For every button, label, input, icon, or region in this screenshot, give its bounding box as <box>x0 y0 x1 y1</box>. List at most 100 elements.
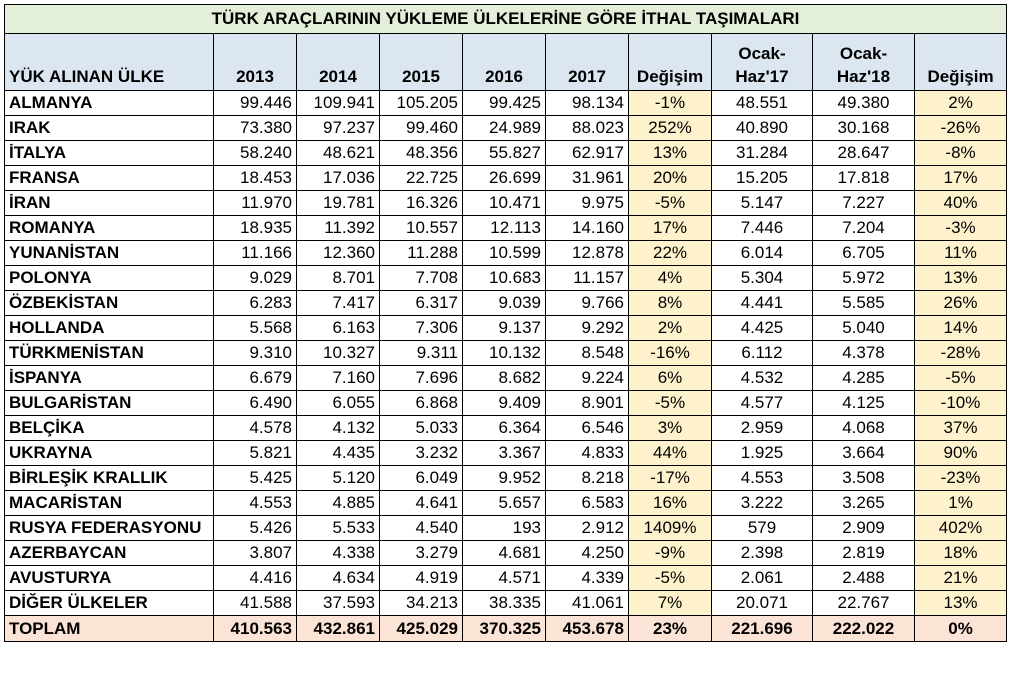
value-2016-cell: 5.657 <box>462 490 546 516</box>
value-2013-cell: 4.553 <box>213 490 297 516</box>
value-2015-cell: 4.540 <box>379 515 463 541</box>
value-2013-cell: 5.821 <box>213 440 297 466</box>
value-jan-jun-17-cell: 5.147 <box>711 190 813 216</box>
table-row: RUSYA FEDERASYONU 5.426 5.533 4.540 193 2.912… <box>4 515 1008 541</box>
value-2016-cell: 3.367 <box>462 440 546 466</box>
table-row: ÖZBEKİSTAN 6.283 7.417 6.317 9.039 9.766 8% 4.4… <box>4 290 1008 316</box>
value-jan-jun-17-cell: 40.890 <box>711 115 813 141</box>
value-2013-cell: 58.240 <box>213 140 297 166</box>
change-halfyear-cell: 40% <box>913 190 1008 216</box>
import-table-container: TÜRK ARAÇLARININ YÜKLEME ÜLKELERİNE GÖRE… <box>3 4 1008 642</box>
change-annual-cell: -5% <box>628 565 712 591</box>
header-2016: 2016 <box>462 33 546 91</box>
value-2017-cell: 9.766 <box>545 290 629 316</box>
total-2016: 370.325 <box>462 615 546 642</box>
value-2014-cell: 7.160 <box>296 365 380 391</box>
value-2015-cell: 6.317 <box>379 290 463 316</box>
value-2014-cell: 5.533 <box>296 515 380 541</box>
value-2014-cell: 4.132 <box>296 415 380 441</box>
value-2015-cell: 5.033 <box>379 415 463 441</box>
value-jan-jun-17-cell: 4.441 <box>711 290 813 316</box>
value-jan-jun-18-cell: 2.488 <box>812 565 915 591</box>
value-2013-cell: 5.568 <box>213 315 297 341</box>
value-2017-cell: 4.339 <box>545 565 629 591</box>
value-jan-jun-17-cell: 31.284 <box>711 140 813 166</box>
value-2016-cell: 4.681 <box>462 540 546 566</box>
value-2015-cell: 22.725 <box>379 165 463 191</box>
table-row: İRAN 11.970 19.781 16.326 10.471 9.975 -5% 5.14… <box>4 190 1008 216</box>
value-2013-cell: 99.446 <box>213 90 297 116</box>
change-halfyear-cell: -10% <box>913 390 1008 416</box>
change-annual-cell: -17% <box>628 465 712 491</box>
value-2015-cell: 10.557 <box>379 215 463 241</box>
table-row: AZERBAYCAN 3.807 4.338 3.279 4.681 4.250 -9% 2.… <box>4 540 1008 566</box>
change-halfyear-cell: -8% <box>913 140 1008 166</box>
change-annual-cell: -5% <box>628 390 712 416</box>
change-halfyear-cell: 1% <box>913 490 1008 516</box>
header-row: YÜK ALINAN ÜLKE 2013 2014 2015 2016 2017… <box>4 33 1008 91</box>
header-jan-jun-18-line1: Ocak- <box>839 44 888 63</box>
value-2013-cell: 5.426 <box>213 515 297 541</box>
table-row: MACARİSTAN 4.553 4.885 4.641 5.657 6.583 16% 3.… <box>4 490 1008 516</box>
value-2017-cell: 9.975 <box>545 190 629 216</box>
value-jan-jun-18-cell: 4.068 <box>812 415 915 441</box>
value-2015-cell: 9.311 <box>379 340 463 366</box>
value-jan-jun-17-cell: 6.014 <box>711 240 813 266</box>
value-2016-cell: 6.364 <box>462 415 546 441</box>
header-2017: 2017 <box>545 33 629 91</box>
value-jan-jun-17-cell: 7.446 <box>711 215 813 241</box>
value-2017-cell: 62.917 <box>545 140 629 166</box>
value-2016-cell: 9.409 <box>462 390 546 416</box>
change-halfyear-cell: 17% <box>913 165 1008 191</box>
country-cell: ALMANYA <box>4 90 214 116</box>
table-row: POLONYA 9.029 8.701 7.708 10.683 11.157 4% 5.30… <box>4 265 1008 291</box>
country-cell: AZERBAYCAN <box>4 540 214 566</box>
total-2014: 432.861 <box>296 615 380 642</box>
total-label: TOPLAM <box>4 615 214 642</box>
country-cell: TÜRKMENİSTAN <box>4 340 214 366</box>
table-row: ROMANYA 18.935 11.392 10.557 12.113 14.160 17%… <box>4 215 1008 241</box>
value-2013-cell: 18.935 <box>213 215 297 241</box>
total-change-annual: 23% <box>628 615 712 642</box>
country-cell: İRAN <box>4 190 214 216</box>
value-2015-cell: 7.708 <box>379 265 463 291</box>
change-annual-cell: -16% <box>628 340 712 366</box>
value-2015-cell: 4.919 <box>379 565 463 591</box>
value-2017-cell: 11.157 <box>545 265 629 291</box>
table-row: DİĞER ÜLKELER 41.588 37.593 34.213 38.335 41.… <box>4 590 1008 616</box>
country-cell: FRANSA <box>4 165 214 191</box>
value-2017-cell: 88.023 <box>545 115 629 141</box>
value-2016-cell: 10.132 <box>462 340 546 366</box>
change-halfyear-cell: 13% <box>913 265 1008 291</box>
value-jan-jun-17-cell: 4.532 <box>711 365 813 391</box>
value-2015-cell: 3.279 <box>379 540 463 566</box>
country-cell: ÖZBEKİSTAN <box>4 290 214 316</box>
change-halfyear-cell: -28% <box>913 340 1008 366</box>
change-halfyear-cell: 11% <box>913 240 1008 266</box>
total-change-halfyear: 0% <box>913 615 1008 642</box>
total-jan-jun-18: 222.022 <box>812 615 915 642</box>
value-2014-cell: 8.701 <box>296 265 380 291</box>
change-halfyear-cell: -23% <box>913 465 1008 491</box>
change-annual-cell: 17% <box>628 215 712 241</box>
change-halfyear-cell: 402% <box>913 515 1008 541</box>
country-cell: RUSYA FEDERASYONU <box>4 515 214 541</box>
value-2015-cell: 3.232 <box>379 440 463 466</box>
country-cell: MACARİSTAN <box>4 490 214 516</box>
header-2013: 2013 <box>213 33 297 91</box>
change-annual-cell: 20% <box>628 165 712 191</box>
change-halfyear-cell: -26% <box>913 115 1008 141</box>
change-halfyear-cell: 26% <box>913 290 1008 316</box>
value-2013-cell: 11.166 <box>213 240 297 266</box>
value-2016-cell: 12.113 <box>462 215 546 241</box>
value-jan-jun-17-cell: 5.304 <box>711 265 813 291</box>
value-2017-cell: 2.912 <box>545 515 629 541</box>
value-jan-jun-18-cell: 5.040 <box>812 315 915 341</box>
value-2014-cell: 4.634 <box>296 565 380 591</box>
value-2015-cell: 7.696 <box>379 365 463 391</box>
change-annual-cell: -5% <box>628 190 712 216</box>
table-title: TÜRK ARAÇLARININ YÜKLEME ÜLKELERİNE GÖRE… <box>3 4 1008 34</box>
total-row: TOPLAM 410.563 432.861 425.029 370.325 4… <box>4 615 1008 642</box>
value-2017-cell: 98.134 <box>545 90 629 116</box>
change-annual-cell: 3% <box>628 415 712 441</box>
